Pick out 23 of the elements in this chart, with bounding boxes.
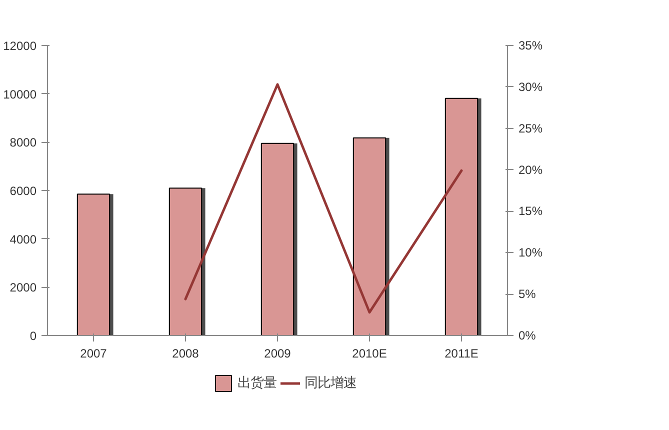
y-tick-label: 8000 (10, 136, 37, 150)
y2-tick-label: 10% (518, 246, 543, 260)
y2-tick-label: 20% (518, 162, 543, 177)
x-tick-label: 2009 (264, 346, 292, 360)
legend-label: 出货量 (238, 374, 276, 392)
y-tick-label: 6000 (10, 184, 37, 198)
y-tick-label: 10000 (3, 87, 37, 102)
y2-tick-label: 30% (518, 80, 543, 94)
legend-label: 同比增速 (304, 374, 356, 392)
y2-tick-label: 25% (518, 121, 543, 136)
y2-tick-label: 0% (518, 328, 536, 342)
y-tick-label: 0 (30, 329, 37, 343)
y-tick-label: 4000 (10, 232, 37, 246)
x-tick-label: 2007 (80, 346, 108, 360)
y2-tick-label: 5% (518, 287, 536, 302)
x-tick-label: 2010E (352, 346, 387, 360)
y2-tick-label: 35% (518, 38, 543, 52)
y2-tick-label: 15% (518, 204, 543, 218)
y-tick-label: 2000 (10, 280, 37, 295)
y-tick-label: 12000 (3, 39, 37, 53)
x-tick-label: 2008 (172, 346, 200, 360)
line-series (184, 83, 463, 314)
x-tick-label: 2011E (444, 346, 478, 360)
